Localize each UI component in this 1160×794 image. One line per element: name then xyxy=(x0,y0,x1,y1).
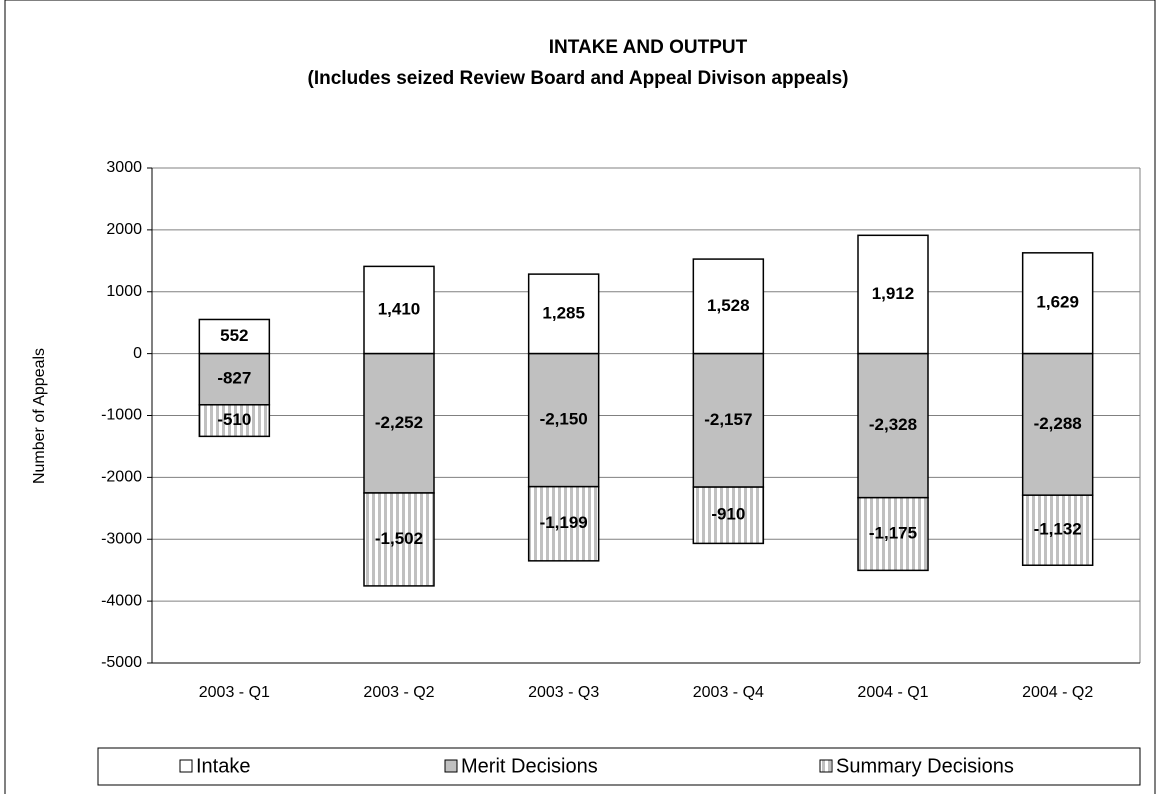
value-label: -1,175 xyxy=(869,524,917,543)
legend-swatch xyxy=(179,759,193,773)
y-tick-label: -5000 xyxy=(101,654,142,671)
x-tick-label: 2003 - Q2 xyxy=(363,684,434,701)
legend-swatch xyxy=(819,759,833,773)
value-label: -1,132 xyxy=(1034,520,1082,539)
value-label: -827 xyxy=(217,369,251,388)
x-tick-label: 2004 - Q2 xyxy=(1022,684,1093,701)
value-label: -1,199 xyxy=(540,513,588,532)
bar-segment xyxy=(692,352,765,488)
value-label: -910 xyxy=(711,505,745,524)
bar-segment xyxy=(1021,494,1094,566)
value-label: -510 xyxy=(217,410,251,429)
legend-label: Summary Decisions xyxy=(836,755,1014,777)
bar-segment xyxy=(1021,252,1094,355)
y-tick-label: 1000 xyxy=(106,283,142,300)
bar-segment xyxy=(692,258,765,355)
frame xyxy=(4,0,1156,794)
y-tick-label: -1000 xyxy=(101,407,142,424)
value-label: 1,410 xyxy=(378,299,421,318)
x-tick-label: 2003 - Q3 xyxy=(528,684,599,701)
value-label: -2,328 xyxy=(869,415,917,434)
x-tick-label: 2003 - Q1 xyxy=(199,684,270,701)
legend-swatch xyxy=(444,759,458,773)
legend xyxy=(97,747,1141,786)
value-label: 1,528 xyxy=(707,296,750,315)
y-tick-label: 2000 xyxy=(106,221,142,238)
bar-segment xyxy=(527,485,600,562)
bar-segment xyxy=(857,352,929,499)
value-label: 552 xyxy=(220,326,248,345)
bar-segment xyxy=(198,352,271,406)
x-tick-label: 2004 - Q1 xyxy=(857,684,928,701)
bar-segment xyxy=(527,352,600,488)
y-tick-label: -3000 xyxy=(101,530,142,547)
bar-segment xyxy=(1021,352,1094,496)
x-tick-label: 2003 - Q4 xyxy=(693,684,764,701)
y-tick-label: -4000 xyxy=(101,592,142,609)
legend-label: Intake xyxy=(196,755,250,777)
y-tick-label: -2000 xyxy=(101,469,142,486)
legend-label: Merit Decisions xyxy=(461,755,598,777)
bar-segment xyxy=(692,486,765,545)
value-label: 1,912 xyxy=(872,284,915,303)
bar-segment xyxy=(363,352,435,494)
value-label: -2,288 xyxy=(1034,414,1082,433)
chart-title: INTAKE AND OUTPUT xyxy=(549,37,748,58)
value-label: -2,150 xyxy=(540,410,588,429)
chart-subtitle: (Includes seized Review Board and Appeal… xyxy=(308,68,849,89)
y-tick-label: 3000 xyxy=(106,159,142,176)
bar-segment xyxy=(857,496,929,572)
y-tick-label: 0 xyxy=(133,345,142,362)
bar-segment xyxy=(363,265,435,355)
value-label: 1,285 xyxy=(542,303,585,322)
value-label: -1,502 xyxy=(375,529,423,548)
value-label: -2,252 xyxy=(375,413,423,432)
bar-segment xyxy=(857,234,929,355)
bar-segment xyxy=(363,492,435,587)
value-label: -2,157 xyxy=(704,410,752,429)
bar-segment xyxy=(198,404,271,438)
value-label: 1,629 xyxy=(1036,293,1079,312)
y-axis-label: Number of Appeals xyxy=(31,348,48,484)
